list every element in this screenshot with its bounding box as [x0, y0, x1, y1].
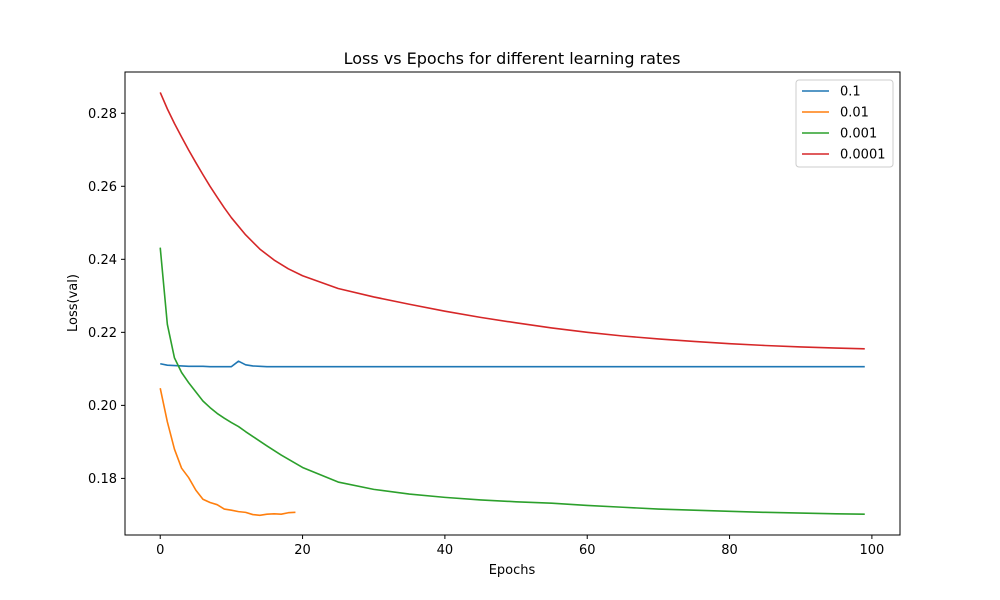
chart-title: Loss vs Epochs for different learning ra…	[344, 49, 681, 68]
plot-lines	[159, 92, 865, 517]
legend: 0.1 0.01 0.001 0.0001	[795, 79, 894, 168]
legend-label: 0.1	[840, 85, 861, 100]
y-tick-label: 0.28	[88, 107, 117, 122]
legend-label: 0.001	[840, 127, 877, 142]
series-line-0	[160, 360, 865, 368]
y-tick-label: 0.26	[88, 180, 117, 195]
legend-box	[795, 79, 894, 168]
y-tick-label: 0.20	[88, 399, 117, 414]
y-tick-label: 0.22	[88, 326, 117, 341]
series-line-2	[159, 247, 865, 515]
x-axis-label: Epochs	[489, 563, 536, 578]
x-tick-label: 40	[437, 543, 454, 558]
y-tick-label: 0.24	[88, 253, 117, 268]
legend-label: 0.0001	[840, 148, 886, 163]
series-line-3	[159, 92, 865, 350]
y-tick-label: 0.18	[88, 472, 117, 487]
x-axis: 0 20 40 60 80 100	[156, 535, 884, 558]
x-tick-label: 80	[721, 543, 738, 558]
y-axis-label: Loss(val)	[66, 274, 81, 332]
plot-frame	[124, 71, 901, 536]
x-tick-label: 100	[859, 543, 884, 558]
x-tick-label: 20	[294, 543, 311, 558]
series-line-1	[159, 388, 296, 517]
y-axis: 0.18 0.20 0.22 0.24 0.26 0.28	[88, 107, 125, 487]
x-tick-label: 0	[156, 543, 164, 558]
legend-label: 0.01	[840, 106, 869, 121]
x-tick-label: 60	[579, 543, 596, 558]
